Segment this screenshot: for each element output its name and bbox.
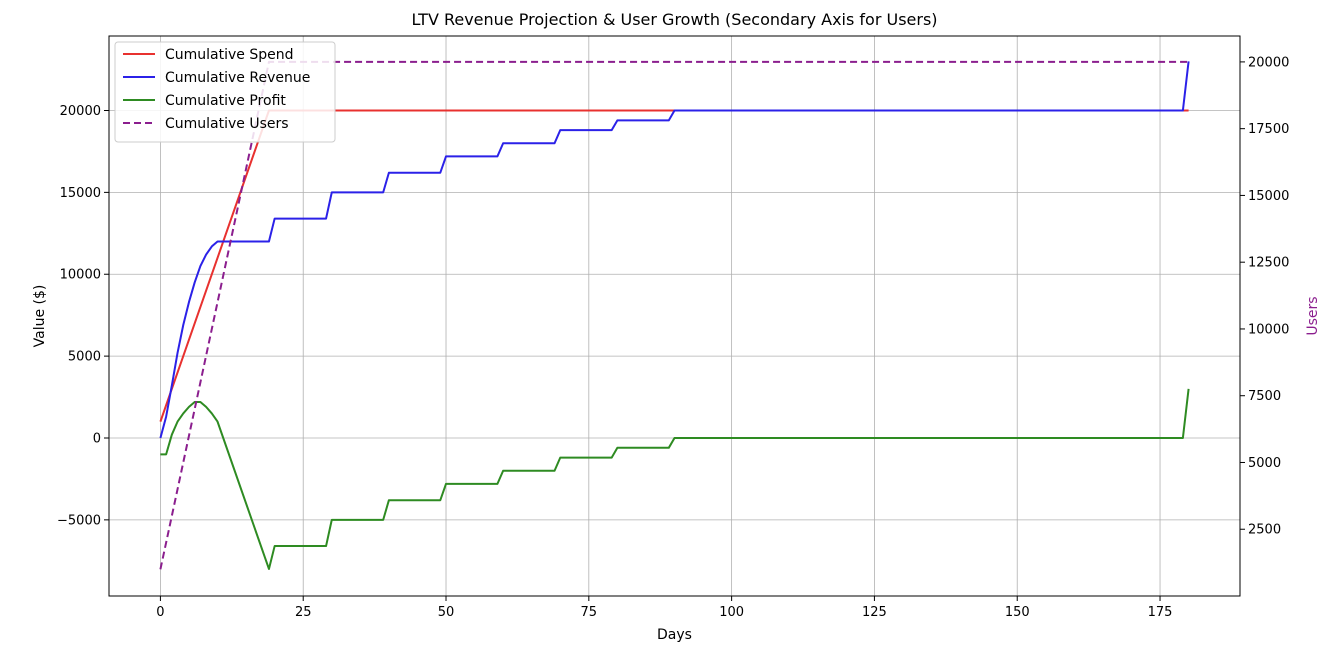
y-tick-label: 20000 bbox=[60, 104, 101, 119]
x-tick-label: 75 bbox=[581, 605, 598, 620]
y2-tick-label: 2500 bbox=[1248, 523, 1281, 538]
y2-tick-label: 12500 bbox=[1248, 256, 1289, 271]
plot-frame bbox=[108, 35, 1241, 597]
y2-tick-label: 17500 bbox=[1248, 122, 1289, 137]
x-tick-label: 25 bbox=[295, 605, 312, 620]
legend-label: Cumulative Profit bbox=[165, 93, 286, 109]
x-axis-label: Days bbox=[657, 627, 692, 643]
y-tick-label: 0 bbox=[93, 431, 101, 446]
x-tick-label: 50 bbox=[438, 605, 455, 620]
y-tick-label: 5000 bbox=[68, 350, 101, 365]
legend-label: Cumulative Revenue bbox=[165, 70, 310, 86]
axis-layer: 0 25 50 75 100 125 150 175 −5000 0 5000 10000 15000 2… bbox=[57, 55, 1289, 620]
x-tick-label: 150 bbox=[1005, 605, 1030, 620]
x-tick-label: 175 bbox=[1148, 605, 1173, 620]
series-line-cumulative-revenue bbox=[159, 61, 1190, 439]
y2-tick-label: 15000 bbox=[1248, 189, 1289, 204]
x-tick-label: 125 bbox=[862, 605, 887, 620]
x-tick-label: 0 bbox=[156, 605, 164, 620]
y-tick-label: 10000 bbox=[60, 268, 101, 283]
y2-axis-label: Users bbox=[1305, 296, 1321, 335]
x-tick-label: 100 bbox=[719, 605, 744, 620]
y-tick-label: 15000 bbox=[60, 186, 101, 201]
y-tick-label: −5000 bbox=[57, 513, 101, 528]
y2-tick-label: 5000 bbox=[1248, 456, 1281, 471]
legend-label: Cumulative Users bbox=[165, 116, 289, 132]
series-line-cumulative-profit bbox=[160, 388, 1190, 570]
y2-tick-label: 7500 bbox=[1248, 389, 1281, 404]
chart-title: LTV Revenue Projection & User Growth (Se… bbox=[411, 10, 937, 29]
y-axis-label: Value ($) bbox=[32, 285, 48, 348]
y2-tick-label: 10000 bbox=[1248, 322, 1289, 337]
legend-box bbox=[114, 41, 336, 143]
legend-label: Cumulative Spend bbox=[165, 47, 294, 63]
legend: Cumulative Spend Cumulative Revenue Cumula… bbox=[114, 41, 336, 143]
y2-tick-label: 20000 bbox=[1248, 55, 1289, 70]
